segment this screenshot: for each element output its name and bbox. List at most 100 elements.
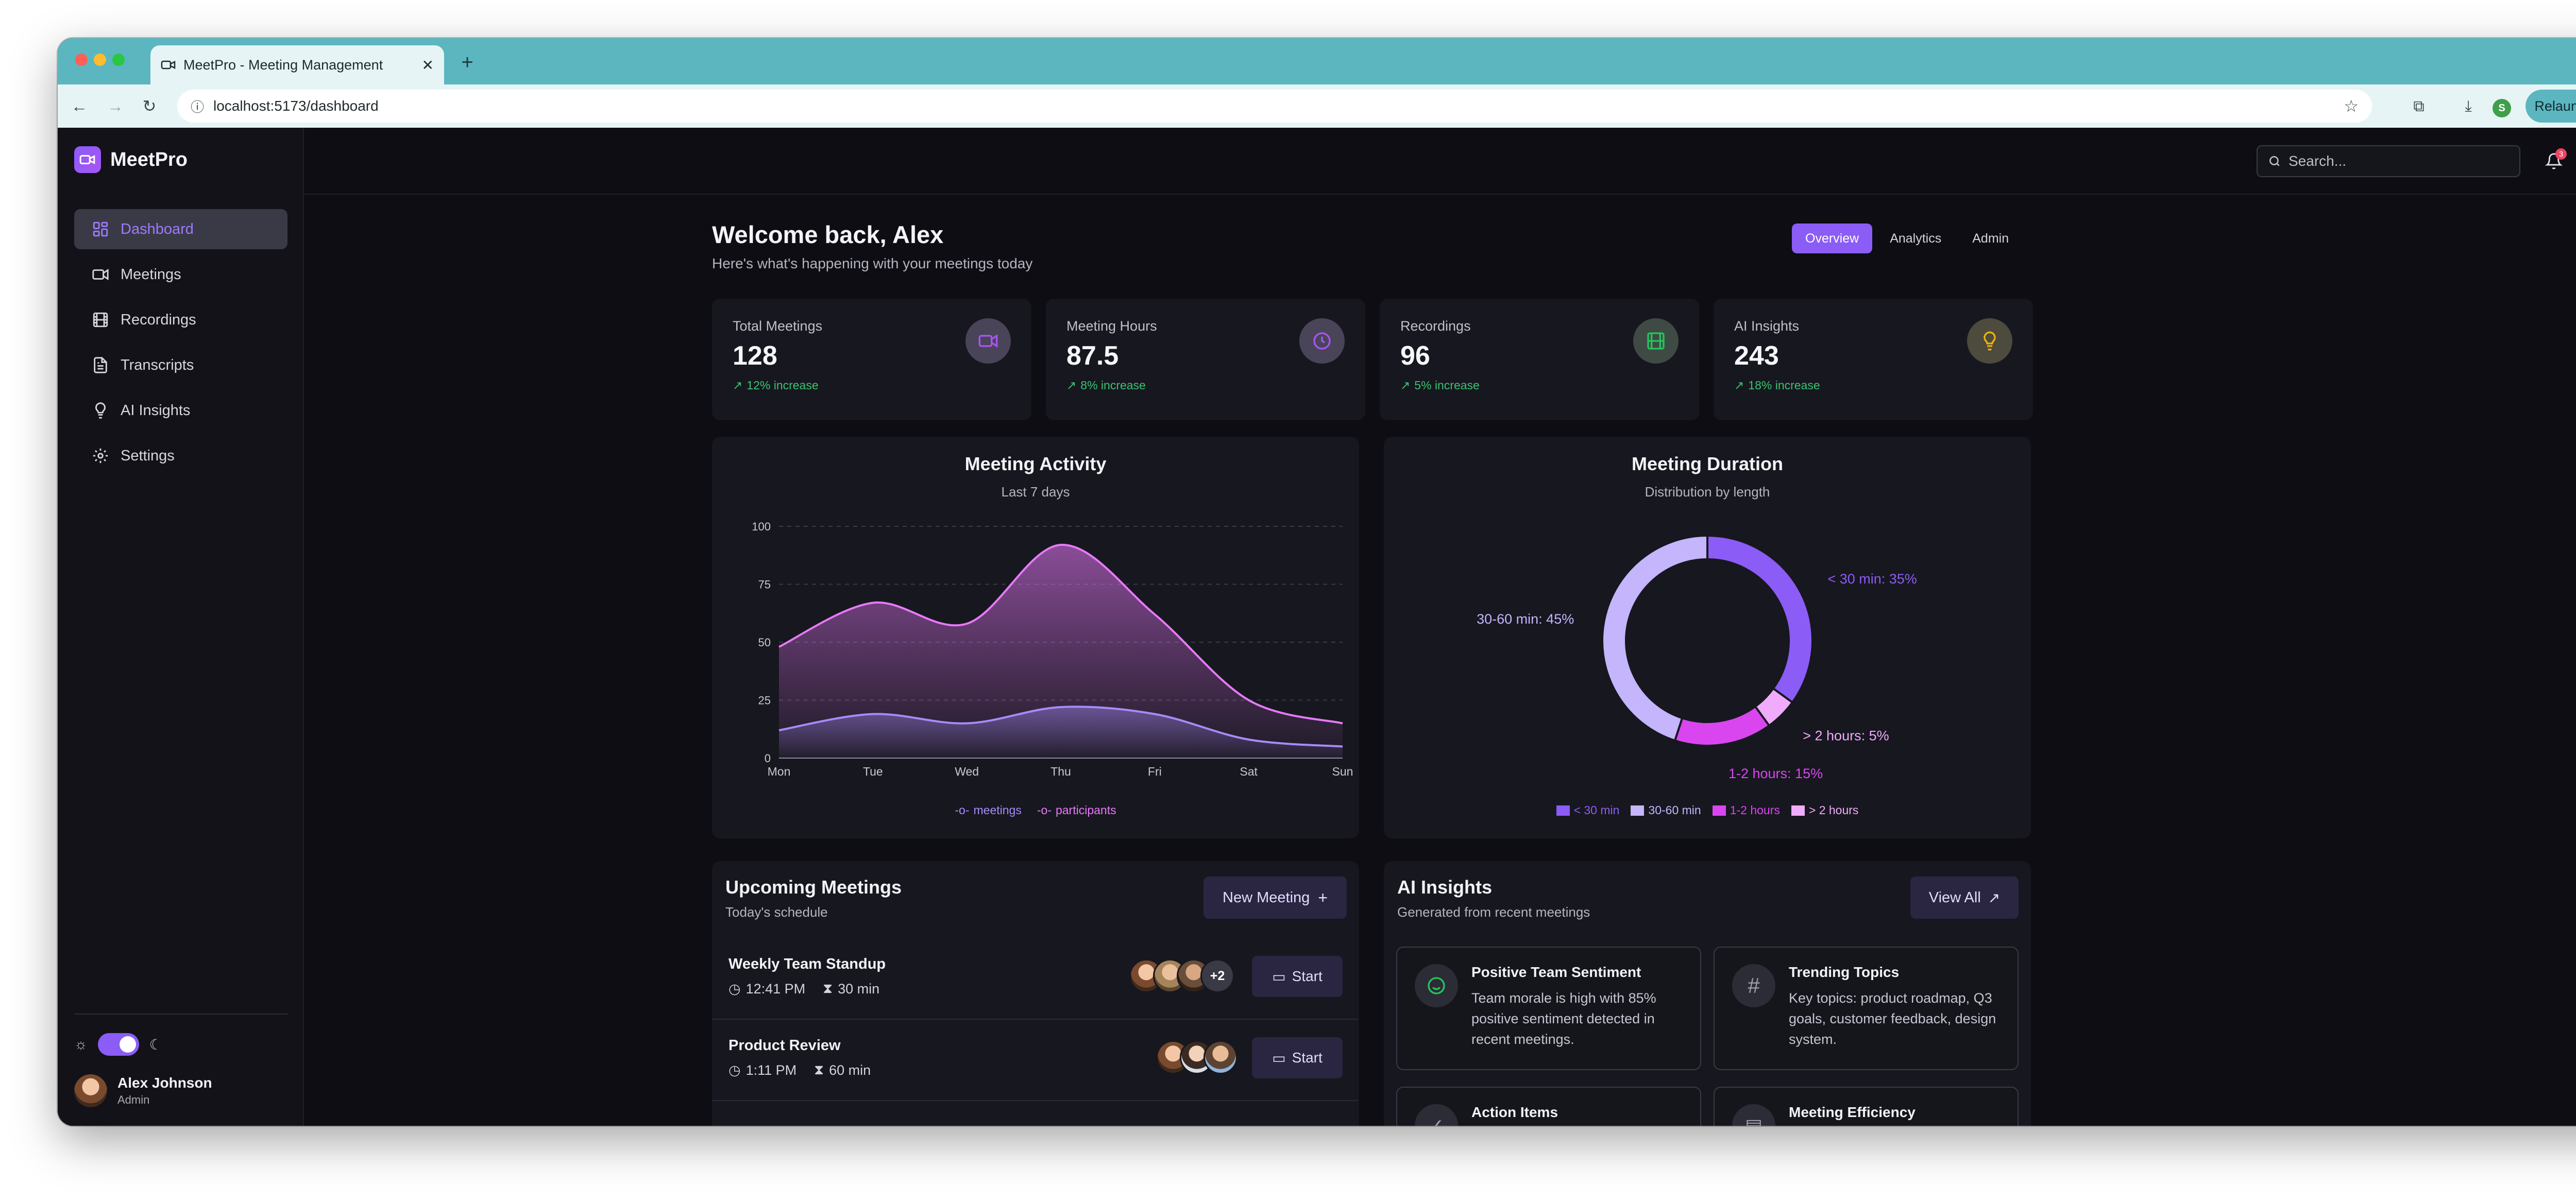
sidebar-item-ai-insights[interactable]: AI Insights xyxy=(74,390,287,431)
legend-item-1-2-hours[interactable]: 1-2 hours xyxy=(1712,803,1780,817)
stat-card-total-meetings[interactable]: Total Meetings 128 ↗ 12% increase xyxy=(712,299,1031,420)
stats-row: Total Meetings 128 ↗ 12% increase Meeting… xyxy=(712,299,2033,420)
insight-title: Action Items xyxy=(1471,1104,1558,1120)
relaunch-button[interactable]: Relaunch to update ⋮ xyxy=(2526,90,2576,123)
meeting-row[interactable]: Weekly Team Standup ◷ 12:41 PM ⧗ 30 min +2… xyxy=(712,938,1358,1020)
chart-legend: < 30 min 30-60 min 1-2 hours > 2 hours xyxy=(1384,803,2031,817)
legend-item-over-2-hours[interactable]: > 2 hours xyxy=(1791,803,1858,817)
insight-card[interactable]: ▤ Meeting Efficiency xyxy=(1714,1087,2019,1126)
sidebar-item-settings[interactable]: Settings xyxy=(74,436,287,476)
trend-up-icon: ↗ xyxy=(1400,379,1411,392)
new-meeting-button[interactable]: New Meeting + xyxy=(1204,877,1347,919)
pie-slice[interactable] xyxy=(1673,705,1771,747)
reload-icon[interactable]: ↻ xyxy=(142,97,157,115)
start-meeting-button[interactable]: ▭ Start xyxy=(1252,956,1343,997)
meeting-time: 12:41 PM xyxy=(745,981,806,997)
close-tab-icon[interactable]: ✕ xyxy=(421,57,434,73)
tab-admin[interactable]: Admin xyxy=(1972,231,2009,246)
tab-analytics[interactable]: Analytics xyxy=(1890,231,1942,246)
pie-slice[interactable] xyxy=(1601,534,1708,742)
view-tabs: Overview Analytics Admin xyxy=(1792,224,2022,253)
legend-label: < 30 min xyxy=(1573,803,1620,817)
stat-label: Meeting Hours xyxy=(1066,318,1157,334)
close-window-button[interactable] xyxy=(75,54,88,66)
insight-card[interactable]: ✓ Action Items xyxy=(1396,1087,1701,1126)
meeting-duration-card: Meeting Duration Distribution by length … xyxy=(1384,437,2031,838)
bookmark-star-icon[interactable]: ☆ xyxy=(2344,97,2359,115)
notifications-button[interactable]: 3 xyxy=(2540,147,2568,175)
profile-avatar[interactable]: S xyxy=(2493,99,2511,117)
meeting-row[interactable] xyxy=(712,1101,1358,1126)
x-tick-label: Wed xyxy=(955,765,979,778)
site-info-icon[interactable]: ⓘ xyxy=(191,99,205,115)
grid-icon xyxy=(93,221,108,237)
start-meeting-button[interactable]: ▭ Start xyxy=(1252,1037,1343,1078)
legend-item-meetings[interactable]: -o-meetings xyxy=(955,803,1021,817)
legend-item-under-30[interactable]: < 30 min xyxy=(1556,803,1620,817)
new-tab-button[interactable]: + xyxy=(461,50,473,74)
maximize-window-button[interactable] xyxy=(112,54,125,66)
video-icon: ▭ xyxy=(1272,1050,1286,1066)
theme-toggle[interactable] xyxy=(97,1033,139,1056)
page-title: Welcome back, Alex xyxy=(712,221,944,248)
stat-trend: ↗ 18% increase xyxy=(1734,379,2012,392)
forward-arrow-icon[interactable]: → xyxy=(107,96,124,115)
minimize-window-button[interactable] xyxy=(94,54,106,66)
smile-icon xyxy=(1415,964,1458,1007)
insight-card[interactable]: Positive Team Sentiment Team morale is h… xyxy=(1396,947,1701,1070)
video-logo-icon xyxy=(74,146,101,173)
legend-item-30-60[interactable]: 30-60 min xyxy=(1631,803,1701,817)
sidebar-item-recordings[interactable]: Recordings xyxy=(74,300,287,340)
search-input[interactable]: Search... xyxy=(2257,145,2520,177)
slice-label: 30-60 min: 45% xyxy=(1477,611,1574,627)
sidebar-item-label: Transcripts xyxy=(121,356,194,373)
section-subtitle: Today's schedule xyxy=(725,904,828,920)
sidebar-item-dashboard[interactable]: Dashboard xyxy=(74,209,287,249)
sidebar-item-transcripts[interactable]: Transcripts xyxy=(74,345,287,385)
user-profile[interactable]: Alex Johnson Admin xyxy=(74,1074,212,1107)
meeting-activity-card: Meeting Activity Last 7 days 0 25 50 75 100 M… xyxy=(712,437,1359,838)
view-all-button[interactable]: View All ↗ xyxy=(1910,877,2019,919)
file-text-icon xyxy=(94,357,107,373)
pie-slice[interactable] xyxy=(1706,534,1814,704)
series-area-participants xyxy=(779,544,1343,758)
sidebar-item-meetings[interactable]: Meetings xyxy=(74,254,287,295)
browser-tab[interactable]: MeetPro - Meeting Management ✕ xyxy=(150,45,444,84)
back-arrow-icon[interactable]: ← xyxy=(71,96,88,115)
hourglass-icon: ⧗ xyxy=(814,1062,824,1077)
x-tick-label: Thu xyxy=(1050,765,1071,778)
slice-label: > 2 hours: 5% xyxy=(1803,728,1889,743)
browser-toolbar: ← → ↻ ⓘ localhost:5173/dashboard ☆ ⧉ ⤓ S… xyxy=(58,84,2576,128)
y-tick-label: 100 xyxy=(752,520,771,533)
start-label: Start xyxy=(1292,968,1323,984)
stat-trend-text: 18% increase xyxy=(1748,379,1820,392)
meeting-row[interactable]: Product Review ◷ 1:11 PM ⧗ 60 min ▭ Start xyxy=(712,1020,1358,1101)
meeting-name: Product Review xyxy=(728,1037,841,1054)
gear-icon xyxy=(93,448,108,463)
participant-avatars xyxy=(1156,1040,1238,1074)
sidebar-item-label: Recordings xyxy=(121,311,196,328)
series-line-participants[interactable] xyxy=(778,543,1343,725)
download-icon[interactable]: ⤓ xyxy=(2465,98,2472,115)
bell-icon xyxy=(2545,153,2563,169)
brand[interactable]: MeetPro xyxy=(74,146,188,173)
stat-card-recordings[interactable]: Recordings 96 ↗ 5% increase xyxy=(1380,299,1699,420)
search-placeholder: Search... xyxy=(2289,153,2347,169)
stat-card-ai-insights[interactable]: AI Insights 243 ↗ 18% increase xyxy=(1714,299,2033,420)
address-bar[interactable]: ⓘ localhost:5173/dashboard ☆ xyxy=(177,90,2372,123)
slice-label: 1-2 hours: 15% xyxy=(1728,766,1823,781)
stat-value: 87.5 xyxy=(1066,341,1119,371)
stat-card-meeting-hours[interactable]: Meeting Hours 87.5 ↗ 8% increase xyxy=(1046,299,1365,420)
stat-trend: ↗ 5% increase xyxy=(1400,379,1679,392)
chart-legend: -o-meetings -o-participants xyxy=(712,803,1359,817)
insight-card[interactable]: # Trending Topics Key topics: product ro… xyxy=(1714,947,2019,1070)
user-name: Alex Johnson xyxy=(117,1075,212,1091)
slice-label: < 30 min: 35% xyxy=(1827,571,1917,587)
view-all-label: View All xyxy=(1928,889,1981,906)
extensions-icon[interactable]: ⧉ xyxy=(2413,98,2425,115)
stat-label: Total Meetings xyxy=(733,318,823,334)
avatar xyxy=(74,1074,107,1107)
section-title: Upcoming Meetings xyxy=(725,877,902,898)
tab-overview[interactable]: Overview xyxy=(1792,224,1873,253)
legend-item-participants[interactable]: -o-participants xyxy=(1037,803,1116,817)
